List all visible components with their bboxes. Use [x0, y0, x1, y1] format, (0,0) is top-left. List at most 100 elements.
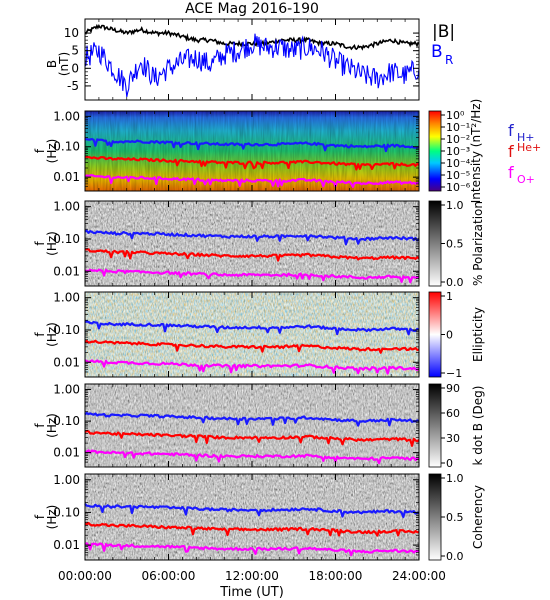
- y-axis-label-freq-unit: (Hz): [45, 413, 59, 438]
- gyro-line-fo: [84, 174, 420, 188]
- y-axis-label-freq-unit: (Hz): [45, 505, 59, 530]
- y-tick-label-freq: 0.10: [53, 232, 80, 246]
- x-tick-label: 18:00:00: [309, 569, 363, 583]
- legend-br-sub: R: [445, 53, 453, 67]
- y-tick-label-freq: 0.10: [53, 140, 80, 154]
- colorbar-ellipticity: [428, 291, 442, 378]
- x-tick-label: 12:00:00: [225, 569, 279, 583]
- y-tick-label-field: 10: [64, 26, 79, 40]
- series-line-bmag: [84, 23, 420, 51]
- y-axis-label-freq: f: [33, 241, 47, 246]
- legend-fo-label: f: [508, 163, 514, 182]
- colorbar-label: Intensity (nT²/Hz): [469, 99, 483, 204]
- colorbar-tick-label: 10⁰: [446, 109, 465, 122]
- colorbar-label: Ellipticity: [471, 307, 485, 362]
- legend-fhe-sup: He+: [517, 141, 541, 154]
- y-tick-label-freq: 0.10: [53, 323, 80, 337]
- y-tick-label-freq: 0.01: [53, 538, 80, 552]
- colorbar-intensity: [428, 110, 442, 192]
- y-axis-label-freq-unit: (Hz): [45, 322, 59, 347]
- gyro-line-fo: [84, 542, 420, 557]
- gyro-line-fhe: [84, 521, 420, 537]
- dynamic-layer: 1050-5B(nT)1.000.100.01f(Hz)10⁰10⁻¹10⁻²1…: [33, 18, 485, 563]
- gyro-line-fh: [84, 138, 420, 153]
- y-tick-label-field: 0: [71, 61, 79, 75]
- colorbar-tick-label: 60: [446, 407, 460, 420]
- y-tick-label-freq: 0.01: [53, 446, 80, 460]
- x-tick-label: 24:00:00: [392, 569, 446, 583]
- x-tick-label: 06:00:00: [142, 569, 196, 583]
- y-axis-label-freq: f: [33, 423, 47, 428]
- y-tick-label-freq: 0.10: [53, 505, 80, 519]
- colorbar-label: k dot B (Deg): [471, 386, 485, 466]
- colorbar-tick-label: 0.5: [446, 238, 464, 251]
- y-axis-label-freq: f: [33, 514, 47, 519]
- colorbar-coherency: [428, 473, 442, 561]
- x-axis: 00:00:00 06:00:00 12:00:00 18:00:00 24:00:00: [58, 569, 446, 583]
- gyro-line-fhe: [84, 339, 420, 354]
- gyro-line-fh: [84, 229, 420, 246]
- colorbar-tick-label: 0: [446, 457, 453, 470]
- y-tick-label-freq: 0.01: [53, 264, 80, 278]
- y-tick-label-freq: 0.01: [53, 170, 80, 184]
- y-axis-label-freq: f: [33, 148, 47, 153]
- colorbar-polarization: [428, 200, 442, 287]
- y-axis-label-field: B: [45, 60, 59, 68]
- colorbar-tick-label: 10⁻²: [446, 133, 470, 146]
- colorbar-tick-label: 10⁻³: [446, 145, 470, 158]
- colorbar-tick-label: 30: [446, 432, 460, 445]
- gyro-line-fo: [84, 359, 420, 375]
- polarization-texture: [85, 201, 419, 286]
- colorbars: [428, 110, 442, 561]
- y-tick-label-field: 5: [71, 44, 79, 58]
- y-tick-label-freq: 0.10: [53, 414, 80, 428]
- legend-fo-sub: O+: [517, 173, 535, 186]
- y-axis-label-freq-unit: (Hz): [45, 231, 59, 256]
- colorbar-tick-label: 0: [446, 329, 453, 342]
- colorbar-tick-label: 1.0: [446, 199, 464, 212]
- y-axis-label-freq: f: [33, 332, 47, 337]
- x-tick-label: 00:00:00: [58, 569, 112, 583]
- gyro-line-fh: [84, 503, 420, 519]
- colorbar-kdotb: [428, 383, 442, 468]
- y-tick-label-field: -5: [67, 79, 79, 93]
- colorbar-tick-label: 0.0: [446, 276, 464, 289]
- legend-fh-label: f: [508, 121, 514, 140]
- colorbar-tick-label: 10⁻¹: [446, 121, 470, 134]
- y-tick-label-freq: 1.00: [53, 291, 80, 305]
- gyro-legend: f H+ f He+ f O+: [508, 121, 541, 186]
- y-tick-label-freq: 1.00: [53, 109, 80, 123]
- legend-fh-sub: H+: [517, 131, 535, 144]
- colorbar-tick-label: 10⁻⁵: [446, 169, 470, 182]
- gyro-line-fhe: [84, 155, 420, 171]
- colorbar-tick-label: 10⁻⁶: [446, 181, 471, 194]
- colorbar-tick-label: 0.0: [446, 550, 464, 563]
- y-tick-label-freq: 1.00: [53, 473, 80, 487]
- field-legend: |B| B R: [431, 22, 455, 67]
- colorbar-tick-label: 90: [446, 382, 460, 395]
- colorbar-tick-label: 1: [446, 290, 453, 303]
- gyro-line-fhe: [84, 248, 420, 262]
- colorbar-label: Coherency: [471, 485, 485, 549]
- legend-bmag-label: |B|: [432, 22, 455, 42]
- y-axis-label-freq-unit: (Hz): [45, 139, 59, 164]
- gyro-line-fo: [84, 268, 420, 284]
- panel-backgrounds: [85, 111, 419, 560]
- chart-title: ACE Mag 2016-190: [185, 1, 319, 17]
- legend-fhe-label: f: [508, 142, 514, 161]
- x-axis-label: Time (UT): [219, 585, 284, 600]
- colorbar-label: % Polarization: [471, 201, 485, 286]
- series-line-br: [84, 33, 420, 98]
- colorbar-tick-label: 0.5: [446, 511, 464, 524]
- colorbar-tick-label: 1.0: [446, 472, 464, 485]
- colorbar-tick-label: −1: [446, 367, 462, 380]
- colorbar-tick-label: 10⁻⁴: [446, 157, 471, 170]
- gyro-line-fo: [84, 449, 420, 465]
- gyro-line-fh: [84, 320, 420, 336]
- legend-br-label: B: [431, 42, 443, 62]
- y-axis-label-field-unit: (nT): [57, 52, 71, 76]
- y-tick-label-freq: 1.00: [53, 383, 80, 397]
- y-tick-label-freq: 0.01: [53, 355, 80, 369]
- coherency-texture: [85, 474, 419, 560]
